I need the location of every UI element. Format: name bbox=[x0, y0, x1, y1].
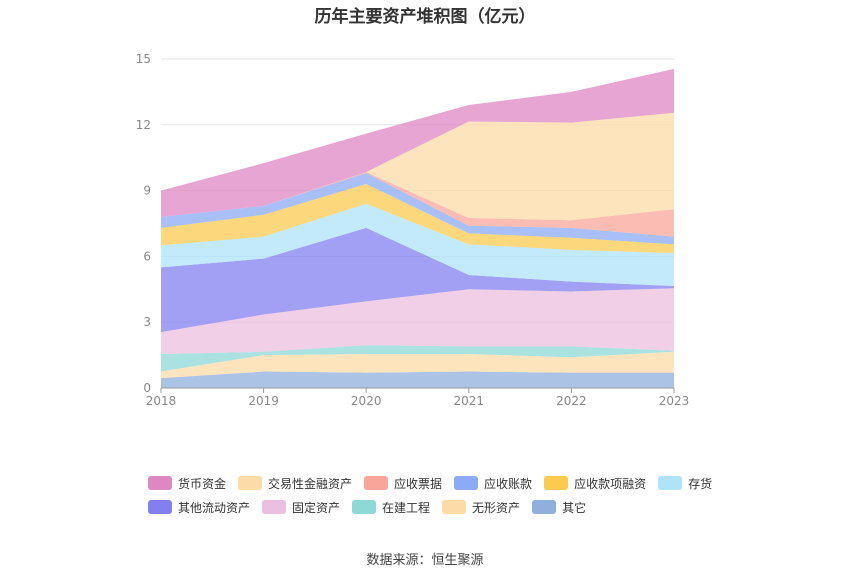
legend-swatch bbox=[364, 476, 389, 490]
axes: 0 3 6 9 12 15 2018 2019 2020 2021 2022 2023 bbox=[136, 52, 690, 408]
y-tick-label: 3 bbox=[143, 315, 151, 329]
area-series-固定资产 bbox=[161, 288, 674, 355]
legend-item[interactable]: 应收票据 bbox=[364, 475, 442, 492]
legend-swatch bbox=[148, 476, 172, 490]
legend-swatch bbox=[148, 500, 172, 514]
legend: 货币资金 交易性金融资产 应收票据 应收账款 应收款项融资 存货 其他流动资产 固定资产 在建… bbox=[148, 471, 728, 519]
legend-label: 固定资产 bbox=[292, 500, 341, 515]
x-tick-label: 2021 bbox=[454, 394, 485, 408]
legend-label: 应收账款 bbox=[484, 476, 533, 491]
area-series-无形资产 bbox=[161, 351, 674, 379]
legend-label: 应收票据 bbox=[394, 476, 443, 491]
area-series-应收款项融资 bbox=[161, 184, 674, 254]
area-series-其他流动资产 bbox=[161, 227, 674, 333]
y-tick-label: 9 bbox=[143, 184, 151, 198]
x-tick-label: 2019 bbox=[248, 394, 279, 408]
area-series-应收账款 bbox=[161, 173, 674, 245]
y-tick-label: 0 bbox=[143, 381, 151, 395]
legend-swatch bbox=[238, 476, 263, 490]
legend-label: 交易性金融资产 bbox=[268, 476, 353, 491]
area-series bbox=[161, 68, 674, 388]
legend-label: 其它 bbox=[562, 500, 587, 515]
legend-swatch bbox=[262, 500, 287, 514]
legend-label: 货币资金 bbox=[178, 476, 227, 491]
legend-label: 其他流动资产 bbox=[178, 500, 251, 515]
legend-label: 存货 bbox=[688, 476, 713, 491]
legend-label: 应收款项融资 bbox=[574, 476, 647, 491]
area-series-存货 bbox=[161, 203, 674, 287]
legend-swatch bbox=[352, 500, 377, 514]
x-tick-label: 2022 bbox=[556, 394, 587, 408]
legend-swatch bbox=[658, 476, 683, 490]
legend-swatch bbox=[532, 500, 557, 514]
y-tick-label: 6 bbox=[143, 249, 151, 263]
legend-swatch bbox=[442, 500, 467, 514]
y-tick-label: 15 bbox=[136, 52, 151, 66]
area-series-货币资金 bbox=[161, 68, 674, 217]
legend-item[interactable]: 在建工程 bbox=[352, 499, 430, 516]
x-tick-label: 2023 bbox=[659, 394, 690, 408]
data-source: 数据来源：恒生聚源 bbox=[366, 553, 484, 568]
legend-label: 在建工程 bbox=[382, 500, 431, 515]
area-series-应收票据 bbox=[161, 171, 674, 237]
area-series-在建工程 bbox=[161, 345, 674, 372]
legend-item[interactable]: 货币资金 bbox=[148, 475, 226, 492]
legend-row-2: 其他流动资产 固定资产 在建工程 无形资产 其它 bbox=[148, 495, 728, 519]
chart-title: 历年主要资产堆积图（亿元） bbox=[314, 7, 536, 27]
legend-item[interactable]: 应收账款 bbox=[454, 475, 532, 492]
legend-item[interactable]: 无形资产 bbox=[442, 499, 520, 516]
area-series-其它 bbox=[161, 371, 674, 388]
x-tick-label: 2020 bbox=[351, 394, 382, 408]
legend-swatch bbox=[454, 476, 479, 490]
x-tick-label: 2018 bbox=[146, 394, 177, 408]
stacked-area-chart: 0 3 6 9 12 15 2018 2019 2020 2021 2022 2023 bbox=[136, 52, 690, 408]
legend-label: 无形资产 bbox=[472, 500, 521, 515]
legend-item[interactable]: 其他流动资产 bbox=[148, 499, 250, 516]
legend-swatch bbox=[544, 476, 569, 490]
legend-item[interactable]: 应收款项融资 bbox=[544, 475, 646, 492]
legend-item[interactable]: 其它 bbox=[532, 499, 586, 516]
legend-item[interactable]: 交易性金融资产 bbox=[238, 475, 352, 492]
y-tick-label: 12 bbox=[136, 118, 151, 132]
legend-row-1: 货币资金 交易性金融资产 应收票据 应收账款 应收款项融资 存货 bbox=[148, 471, 728, 495]
legend-item[interactable]: 固定资产 bbox=[262, 499, 340, 516]
area-series-交易性金融资产 bbox=[161, 112, 674, 221]
legend-item[interactable]: 存货 bbox=[658, 475, 712, 492]
